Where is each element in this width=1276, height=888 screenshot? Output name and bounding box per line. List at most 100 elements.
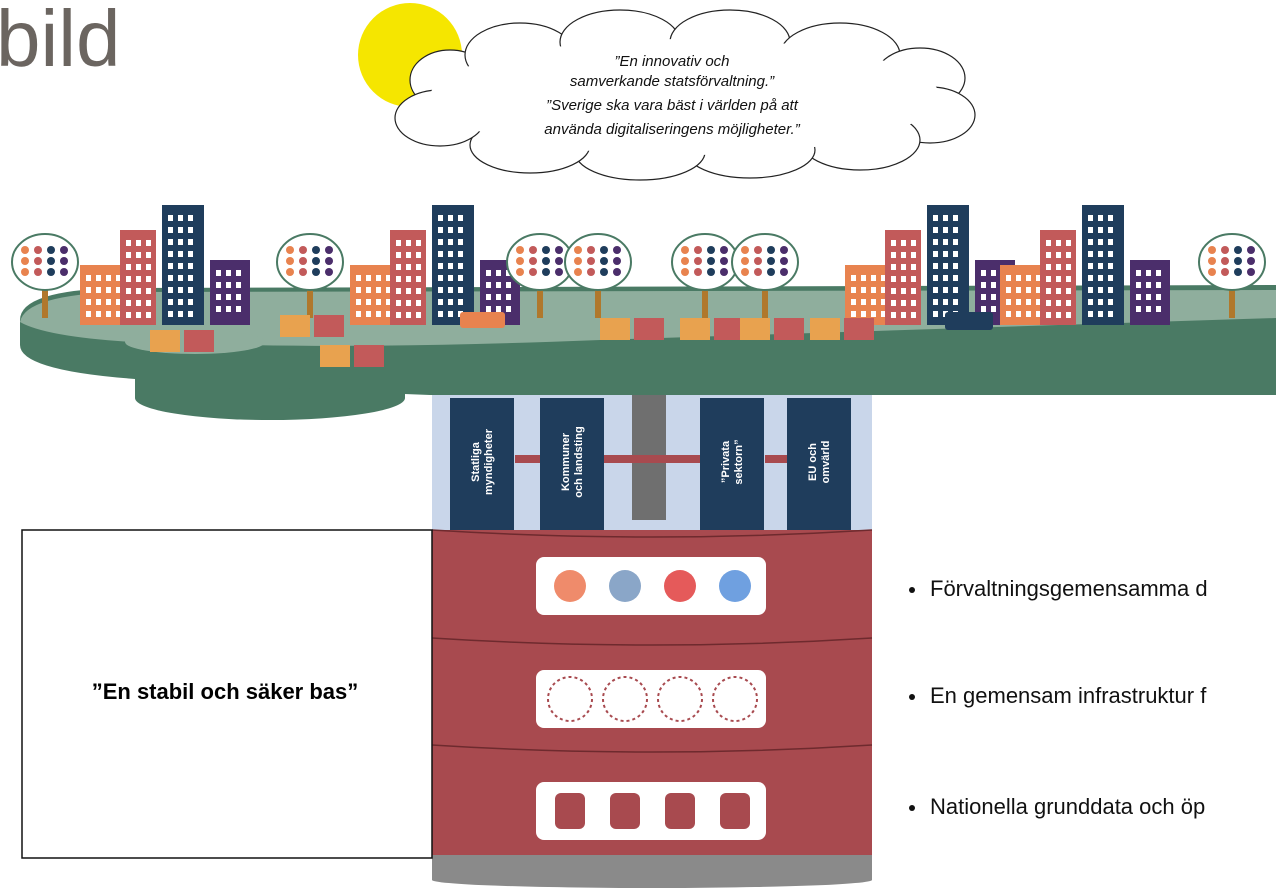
window (448, 227, 453, 233)
window (496, 282, 501, 288)
window (396, 312, 401, 318)
window (911, 300, 916, 306)
tree-dot (47, 268, 55, 276)
window (416, 264, 421, 270)
window (376, 311, 381, 317)
window (861, 299, 866, 305)
window (188, 263, 193, 269)
window (901, 264, 906, 270)
window (1156, 306, 1161, 312)
tree-dot (325, 257, 333, 265)
window (953, 239, 958, 245)
window (851, 299, 856, 305)
tree-dot (60, 246, 68, 254)
window (1146, 282, 1151, 288)
window (1016, 311, 1021, 317)
window (953, 299, 958, 305)
window (1006, 299, 1011, 305)
tree-dot (741, 246, 749, 254)
window (1056, 252, 1061, 258)
window (458, 227, 463, 233)
window (396, 276, 401, 282)
base-layers (432, 530, 872, 855)
tree-dot (574, 246, 582, 254)
house (600, 318, 630, 340)
window (1088, 239, 1093, 245)
window (168, 311, 173, 317)
window (168, 239, 173, 245)
window (1056, 288, 1061, 294)
window (851, 287, 856, 293)
window (136, 300, 141, 306)
slide-content: bild ”En innovativ ochsamverkande statsf… (0, 0, 1276, 888)
pillar-label: ”Privata (720, 440, 732, 483)
window (1108, 299, 1113, 305)
bus (460, 312, 505, 328)
window (168, 287, 173, 293)
window (943, 215, 948, 221)
bullet-dot (909, 805, 915, 811)
window (911, 240, 916, 246)
tree-dot (286, 268, 294, 276)
tree-dot (60, 268, 68, 276)
window (146, 276, 151, 282)
window (933, 215, 938, 221)
window (1146, 306, 1151, 312)
window (911, 288, 916, 294)
window (168, 227, 173, 233)
tree-dot (1234, 257, 1242, 265)
tree-dot (555, 257, 563, 265)
bullet-text: Förvaltningsgemensamma d (930, 576, 1208, 601)
tree-dot (555, 246, 563, 254)
pillar-label: Statliga (470, 441, 482, 482)
window (933, 251, 938, 257)
window (933, 311, 938, 317)
tree-dot (34, 268, 42, 276)
window (1108, 287, 1113, 293)
pillar-label: sektorn” (733, 439, 745, 484)
window (1046, 240, 1051, 246)
window (438, 275, 443, 281)
tree-dot (587, 257, 595, 265)
window (168, 263, 173, 269)
window (1108, 215, 1113, 221)
tree-dot (587, 268, 595, 276)
window (933, 227, 938, 233)
window (1098, 299, 1103, 305)
window (1108, 311, 1113, 317)
house (314, 315, 344, 337)
window (1056, 276, 1061, 282)
house (680, 318, 710, 340)
window (226, 270, 231, 276)
house (354, 345, 384, 367)
window (178, 263, 183, 269)
window (126, 276, 131, 282)
database-icon (610, 793, 640, 829)
window (1088, 251, 1093, 257)
window (178, 251, 183, 257)
window (168, 299, 173, 305)
window (86, 311, 91, 317)
pillar-label: och landsting (573, 426, 585, 498)
window (911, 312, 916, 318)
bullet-dot (909, 587, 915, 593)
tree-dot (720, 268, 728, 276)
database-icon (720, 793, 750, 829)
tree-dot (780, 268, 788, 276)
window (486, 270, 491, 276)
window (1066, 312, 1071, 318)
window (146, 312, 151, 318)
pillar-label: myndigheter (483, 428, 495, 495)
window (438, 299, 443, 305)
tree-dot (21, 246, 29, 254)
window (891, 300, 896, 306)
window (1108, 251, 1113, 257)
window (1098, 263, 1103, 269)
window (953, 287, 958, 293)
window (981, 270, 986, 276)
tree-dot (542, 246, 550, 254)
window (178, 299, 183, 305)
window (236, 270, 241, 276)
window (1098, 311, 1103, 317)
tree-dot (1247, 257, 1255, 265)
